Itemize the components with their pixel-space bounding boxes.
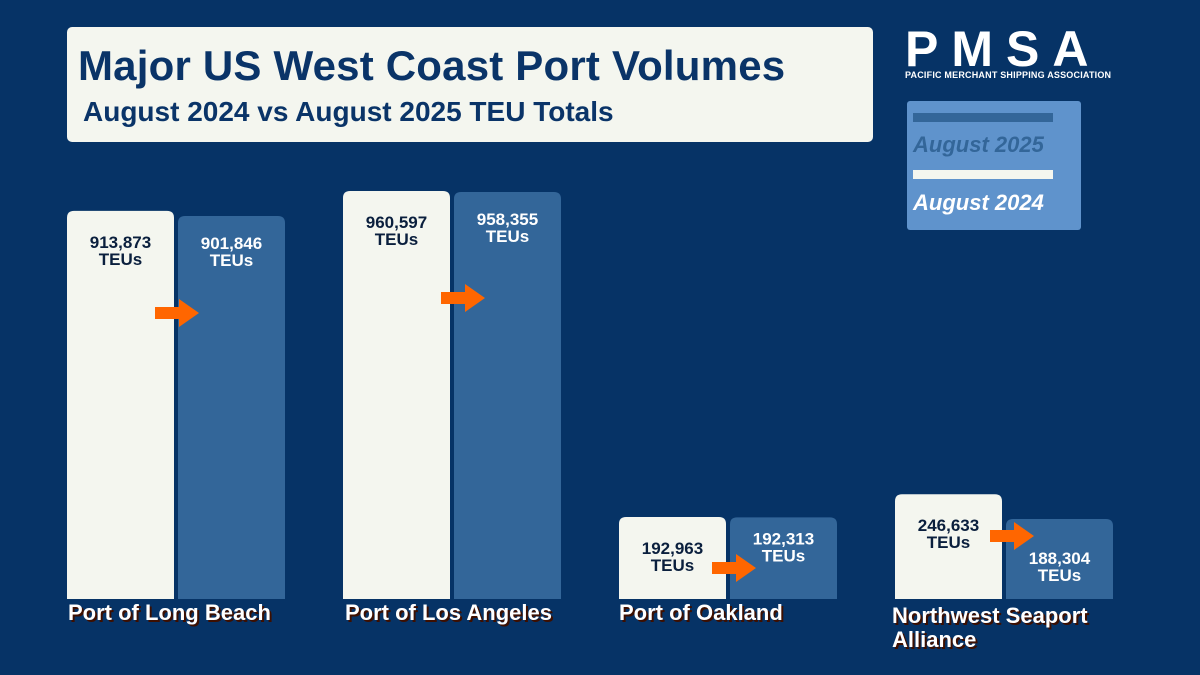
title-box: Major US West Coast Port Volumes August … (67, 27, 873, 142)
data-label-aug2024-2: 192,963 (642, 539, 703, 558)
legend-label-aug2024: August 2024 (913, 190, 1044, 215)
data-label-aug2025-0: 901,846 (201, 234, 262, 253)
pmsa-logo: PMSA PACIFIC MERCHANT SHIPPING ASSOCIATI… (903, 21, 1133, 84)
bar-aug2024-2 (619, 517, 726, 599)
logo-tagline: PACIFIC MERCHANT SHIPPING ASSOCIATION (905, 70, 1112, 80)
legend-label-aug2025: August 2025 (913, 132, 1044, 157)
chart-title: Major US West Coast Port Volumes (78, 42, 786, 89)
bar-aug2025-2 (730, 517, 837, 599)
data-label-aug2025-2: 192,313 (753, 529, 814, 548)
data-unit-aug2025-2: TEUs (762, 546, 805, 565)
bar-aug2025-1 (454, 191, 561, 599)
data-unit-aug2024-2: TEUs (651, 556, 694, 575)
port-label-northwest: Northwest Seaport Alliance (892, 604, 1132, 652)
chart-subtitle: August 2024 vs August 2025 TEU Totals (83, 96, 614, 127)
bar-aug2025-3 (1006, 519, 1113, 599)
data-unit-aug2024-3: TEUs (927, 533, 970, 552)
data-unit-aug2024-1: TEUs (375, 230, 418, 249)
bar-aug2024-0 (67, 210, 174, 600)
bar-aug2024-1 (343, 191, 450, 599)
data-label-aug2024-0: 913,873 (90, 233, 151, 252)
arrow-icon-2 (712, 554, 756, 582)
arrow-icon-0 (155, 299, 199, 327)
legend-swatch-aug2024 (913, 170, 1053, 179)
arrow-icon-3 (990, 522, 1034, 550)
data-unit-aug2025-0: TEUs (210, 251, 253, 270)
logo-wordmark: PMSA (905, 21, 1102, 77)
port-label-northwest-text: Northwest Seaport Alliance (892, 603, 1088, 652)
legend-swatch-aug2025 (913, 113, 1053, 122)
data-label-aug2025-3: 188,304 (1029, 549, 1091, 568)
data-label-aug2024-1: 960,597 (366, 213, 427, 232)
port-label-oakland: Port of Oakland (619, 600, 783, 625)
data-label-aug2024-3: 246,633 (918, 516, 979, 535)
data-label-aug2025-1: 958,355 (477, 210, 538, 229)
data-unit-aug2024-0: TEUs (99, 250, 142, 269)
bar-aug2024-3 (895, 494, 1002, 599)
data-unit-aug2025-1: TEUs (486, 227, 529, 246)
arrow-icon-1 (441, 284, 485, 312)
port-label-los-angeles: Port of Los Angeles (345, 600, 552, 625)
bar-aug2025-0 (178, 215, 285, 599)
data-unit-aug2025-3: TEUs (1038, 566, 1081, 585)
legend: August 2025 August 2024 (907, 101, 1081, 230)
port-label-long-beach: Port of Long Beach (68, 600, 271, 625)
